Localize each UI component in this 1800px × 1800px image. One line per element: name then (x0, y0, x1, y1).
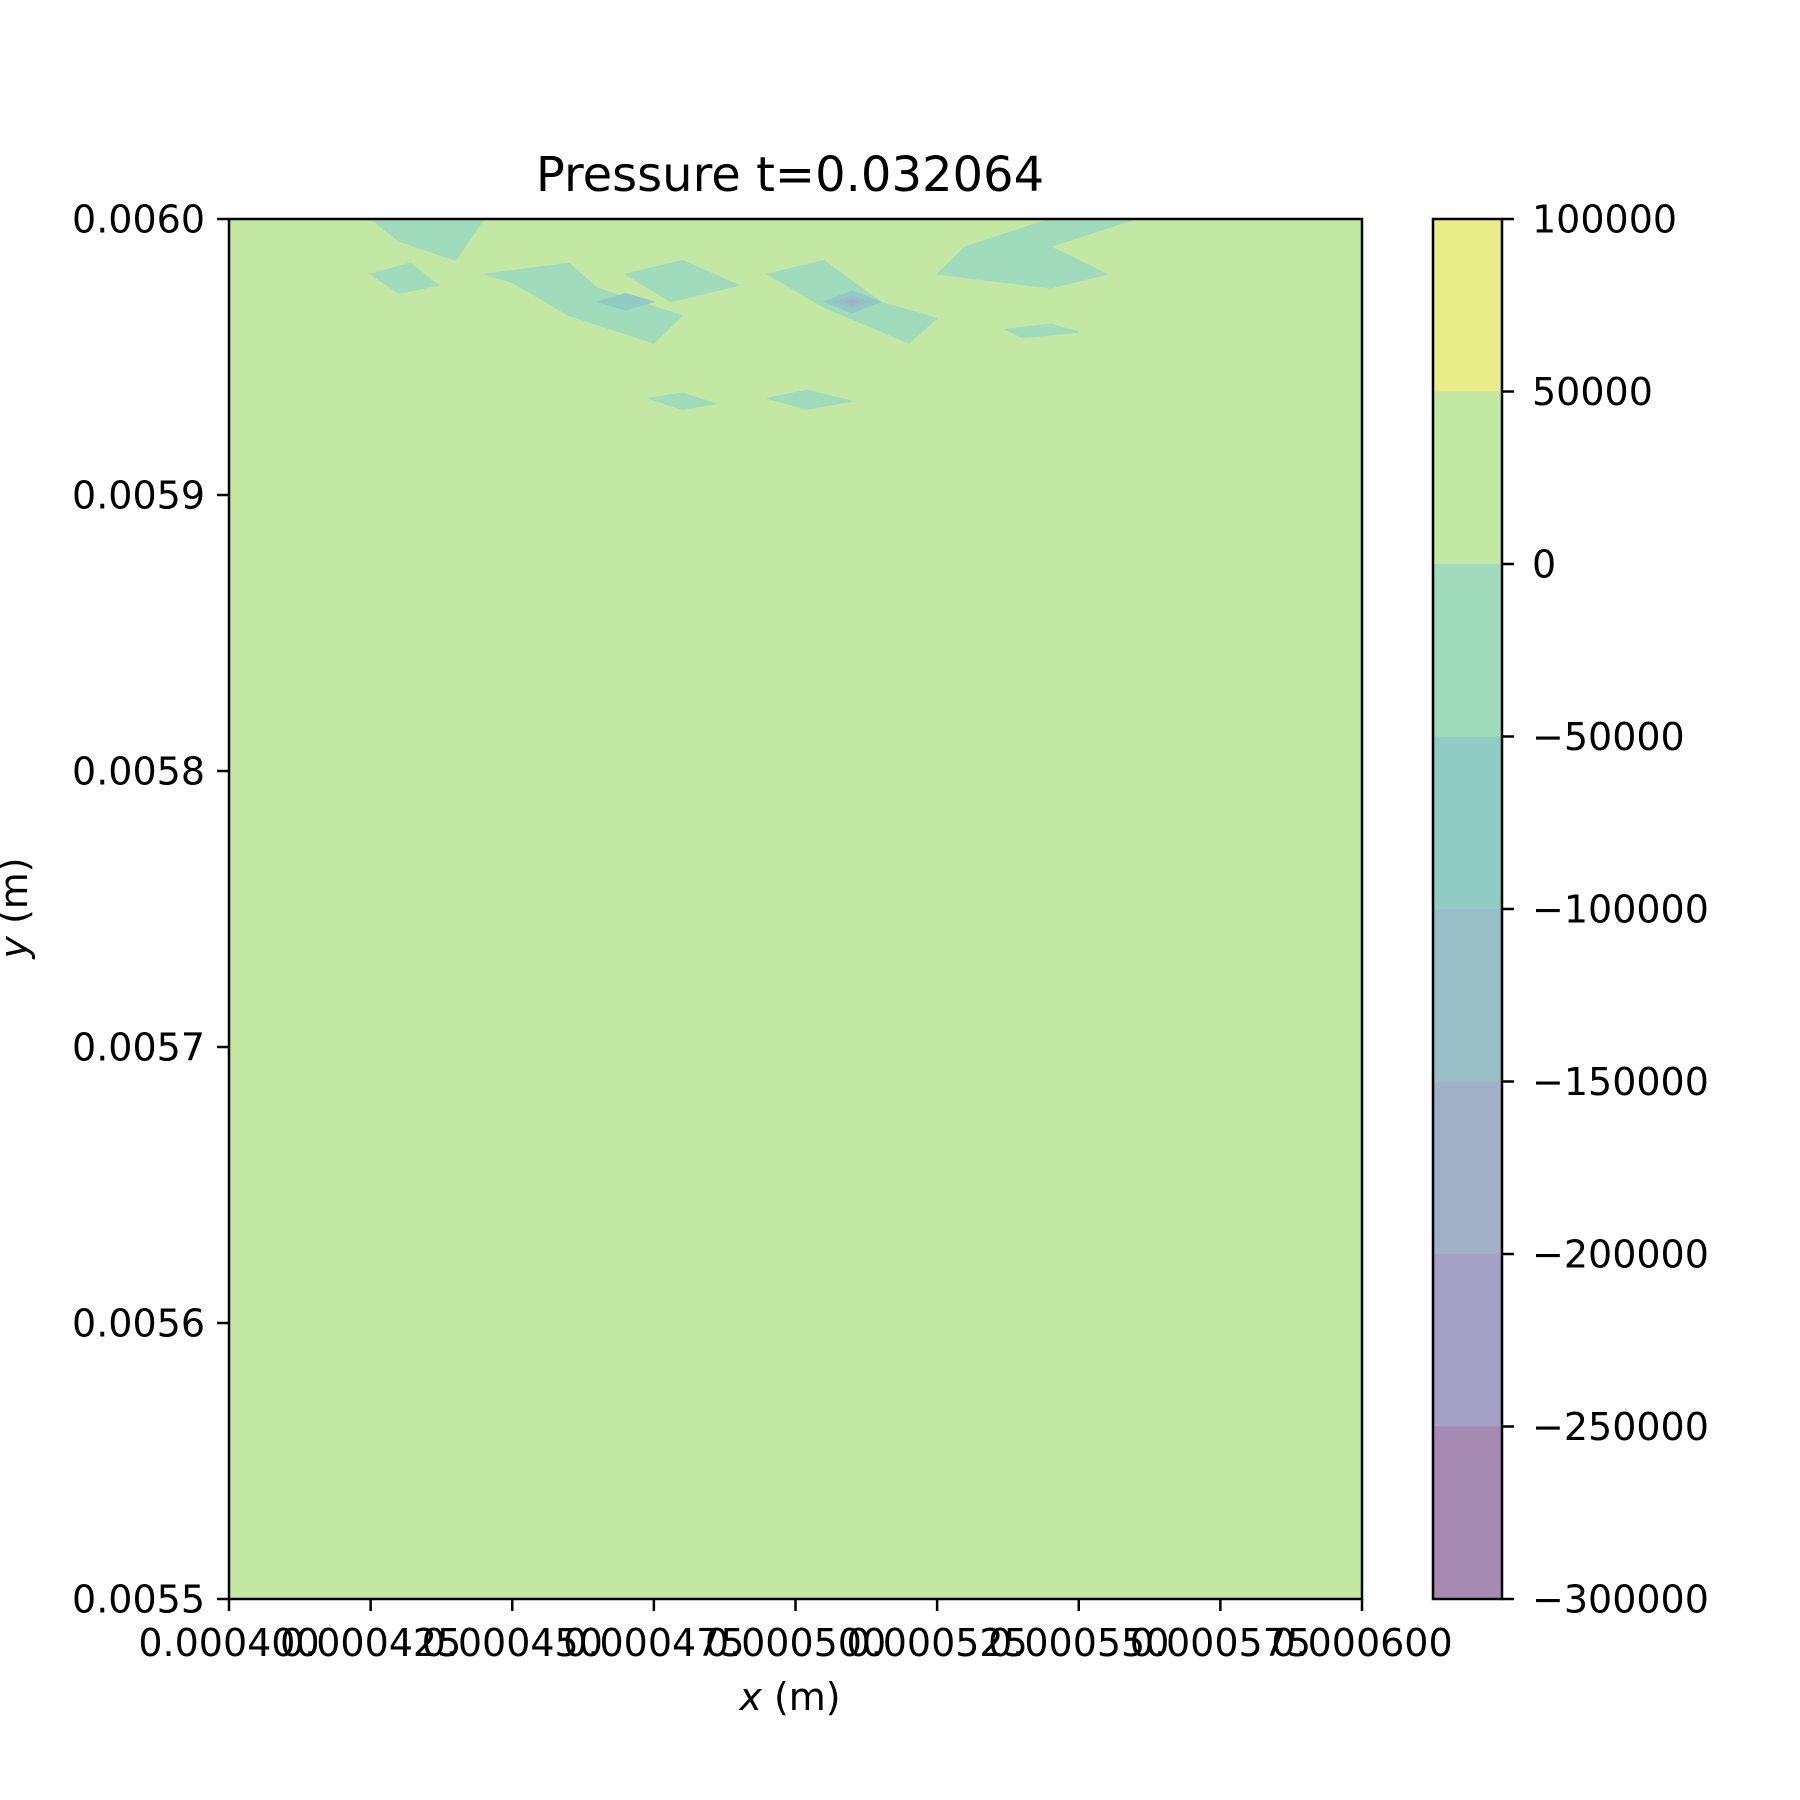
colorbar-band-0 (1433, 1426, 1502, 1599)
x-axis: 0.0004000.0004250.0004500.0004750.000500… (138, 1599, 1453, 1665)
y-tick-label-5: 0.0060 (72, 198, 205, 242)
x-tick-label-6: 0.000550 (988, 1621, 1169, 1665)
chart-title: Pressure t=0.032064 (536, 147, 1044, 203)
colorbar: 100000 50000 0 −50000 −100000 −150000 −200000 −… (1431, 198, 1709, 1622)
x-tick-label-1: 0.000425 (280, 1621, 461, 1665)
contour-region-7 (767, 389, 853, 410)
y-tick-label-4: 0.0059 (72, 474, 205, 518)
contour-region-6 (648, 392, 717, 410)
x-axis-label: x (m) (738, 1675, 840, 1719)
colorbar-tick-label-5: −150000 (1532, 1060, 1709, 1104)
contour-region-8 (1003, 323, 1079, 339)
x-tick-label-4: 0.000500 (705, 1621, 886, 1665)
colorbar-tick-label-2: 0 (1532, 543, 1556, 587)
contour-region-9 (595, 292, 656, 311)
colorbar-tick-label-6: −200000 (1532, 1233, 1709, 1277)
y-tick-label-3: 0.0058 (72, 750, 205, 794)
x-tick-label-3: 0.000475 (563, 1621, 744, 1665)
y-tick-label-0: 0.0055 (72, 1578, 205, 1622)
y-tick-label-2: 0.0057 (72, 1026, 205, 1070)
colorbar-tick-label-0: 100000 (1532, 198, 1677, 242)
y-axis: 0.0055 0.0056 0.0057 0.0058 0.0059 0.0060 (72, 198, 229, 1622)
colorbar-band-3 (1433, 909, 1502, 1082)
colorbar-tick-label-8: −300000 (1532, 1578, 1709, 1622)
colorbar-band-6 (1433, 391, 1502, 564)
plot-area (227, 217, 1364, 1601)
colorbar-band-7 (1433, 219, 1502, 392)
colorbar-tick-label-3: −50000 (1532, 715, 1685, 759)
colorbar-tick-label-1: 50000 (1532, 370, 1653, 414)
colorbar-tick-label-7: −250000 (1532, 1405, 1709, 1449)
contour-region-5 (936, 218, 1136, 289)
contour-background (229, 219, 1362, 1599)
colorbar-band-2 (1433, 1081, 1502, 1254)
contour-region-12 (845, 298, 859, 306)
y-axis-label: y (m) (0, 857, 36, 959)
colorbar-band-5 (1433, 564, 1502, 737)
y-tick-label-1: 0.0056 (72, 1302, 205, 1346)
colorbar-band-4 (1433, 736, 1502, 909)
colorbar-band-1 (1433, 1254, 1502, 1427)
x-tick-label-7: 0.000575 (1130, 1621, 1311, 1665)
x-tick-label-8: 0.000600 (1271, 1621, 1452, 1665)
contour-region-2 (483, 262, 684, 344)
x-tick-label-5: 0.000525 (846, 1621, 1027, 1665)
x-tick-label-0: 0.000400 (138, 1621, 319, 1665)
colorbar-tick-label-4: −100000 (1532, 888, 1709, 932)
contour-region-3 (624, 259, 741, 303)
x-tick-label-2: 0.000450 (422, 1621, 603, 1665)
contour-region-1 (369, 262, 440, 295)
